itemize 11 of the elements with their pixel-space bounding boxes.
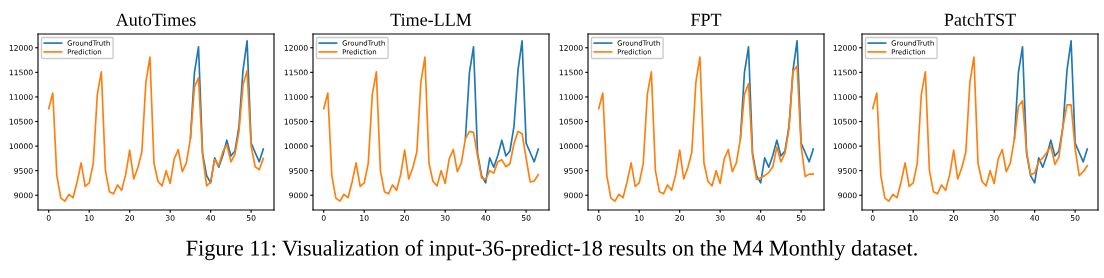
chart-title: Time-LLM: [390, 13, 472, 26]
chart-title: PatchTST: [944, 13, 1016, 26]
line-series: [464, 40, 540, 184]
caption: Figure 11: Visualization of input-36-predict-18 results on the M4 Monthly dataset.: [186, 239, 917, 261]
chart-title: FPT: [690, 13, 722, 26]
line-series: [322, 56, 540, 202]
line-series: [47, 56, 265, 202]
line-series: [1013, 40, 1089, 184]
line-series: [597, 56, 815, 202]
line-series: [871, 56, 1089, 202]
chart-title: AutoTimes: [115, 13, 196, 26]
